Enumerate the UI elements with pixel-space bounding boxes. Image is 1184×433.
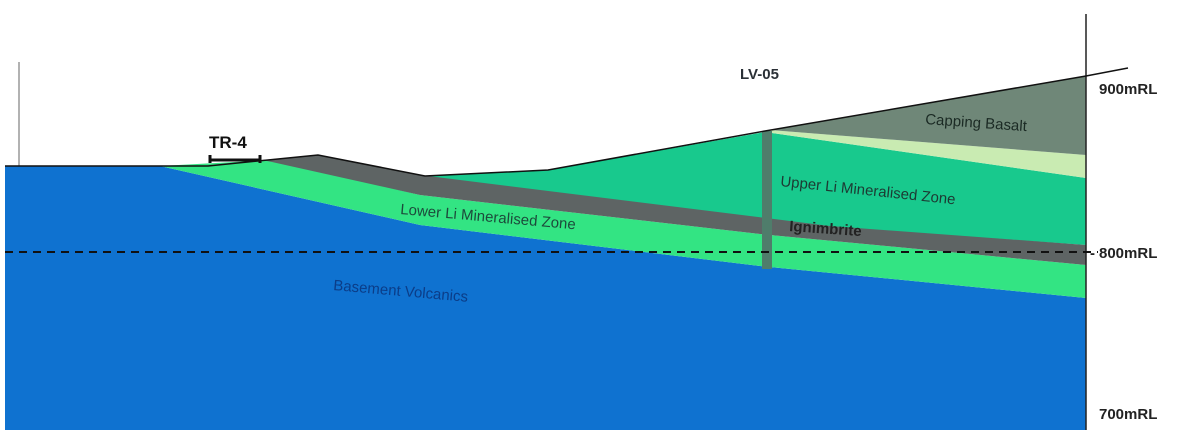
lower-li-zone-unit [160,160,1086,298]
basement-volcanics-unit [5,166,1086,430]
drillhole-label: LV-05 [740,66,779,83]
topographic-surface-line [5,67,1129,177]
trench-tr4-bracket [208,155,262,163]
capping-basalt-unit [765,76,1086,155]
elevation-800-label: 800mRL [1099,245,1157,262]
elevation-900-label: 900mRL [1099,81,1157,98]
trench-label: TR-4 [209,133,247,152]
drillhole-lv05 [762,131,772,269]
elevation-800-tick: - [1090,245,1095,262]
ignimbrite-unit [262,155,1086,265]
elevation-700-label: 700mRL [1099,406,1157,423]
pale-green-band [765,130,1086,178]
ignimbrite-label: Ignimbrite [789,218,863,240]
upper-li-zone-unit [420,132,1086,245]
